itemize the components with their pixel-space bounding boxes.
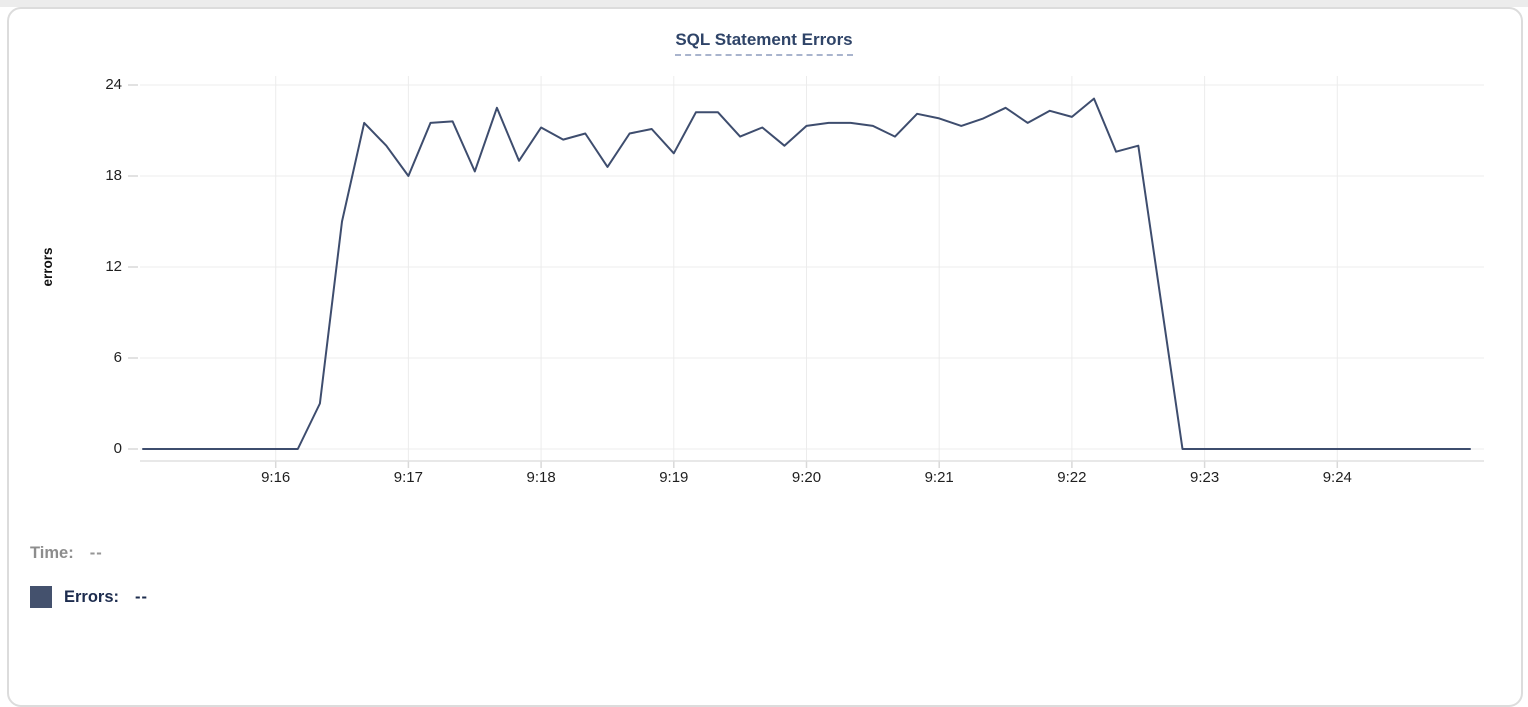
tooltip-time-label: Time: — [30, 544, 74, 562]
chart-title-wrap: SQL Statement Errors — [0, 30, 1528, 56]
tooltip-errors-row: Errors: -- — [30, 586, 148, 608]
tooltip-time-value: -- — [89, 544, 103, 562]
tooltip-errors-label: Errors: — [64, 587, 120, 606]
chart-card — [7, 7, 1523, 707]
tooltip-time-row: Time: -- — [30, 544, 103, 563]
tooltip-errors-value: -- — [135, 587, 149, 606]
errors-legend-swatch-icon — [30, 586, 52, 608]
page-top-strip — [0, 0, 1528, 7]
chart-title[interactable]: SQL Statement Errors — [675, 30, 853, 56]
y-axis-title: errors — [40, 247, 55, 287]
errors-series-line[interactable] — [142, 97, 1471, 450]
errors-line-chart-svg[interactable] — [0, 0, 1528, 652]
